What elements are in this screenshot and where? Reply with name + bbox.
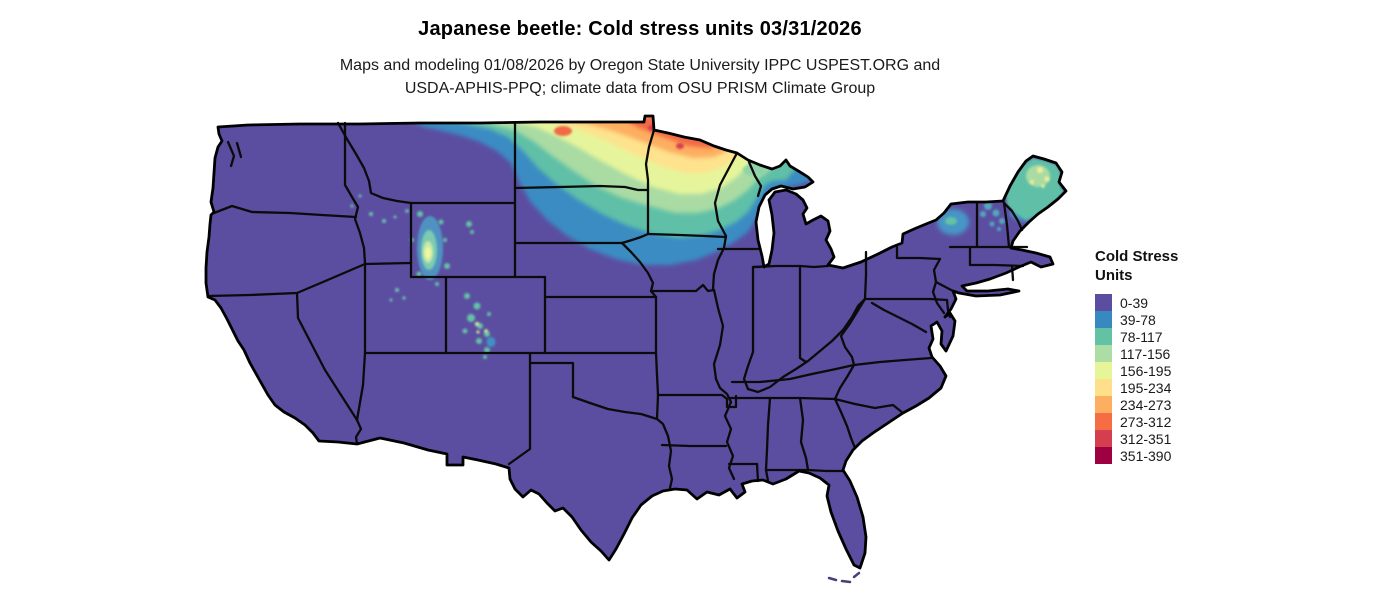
figure-title: Japanese beetle: Cold stress units 03/31… <box>418 18 862 40</box>
subtitle-line-1: Maps and modeling 01/08/2026 by Oregon S… <box>339 57 941 74</box>
legend-items: 0-39 39-78 78-117 117-156 156-195 195-234 234-… <box>1095 294 1178 464</box>
legend: Cold Stress Units 0-39 39-78 78-117 117-156… <box>1095 247 1178 464</box>
legend-swatch <box>1095 379 1112 396</box>
us-outline <box>204 114 1068 570</box>
legend-label: 234-273 <box>1120 396 1172 413</box>
legend-swatch <box>1095 328 1112 345</box>
rockies-speckles <box>350 194 496 359</box>
legend-label: 195-234 <box>1120 379 1172 396</box>
legend-label: 351-390 <box>1120 447 1172 464</box>
legend-item: 156-195 <box>1095 362 1178 379</box>
legend-swatch <box>1095 294 1112 311</box>
legend-swatch <box>1095 413 1112 430</box>
figure-subtitle: Maps and modeling 01/08/2026 by Oregon S… <box>0 54 1280 100</box>
legend-item: 78-117 <box>1095 328 1178 345</box>
legend-swatch <box>1095 311 1112 328</box>
legend-title-line-1: Cold Stress <box>1095 248 1179 265</box>
legend-label: 156-195 <box>1120 362 1172 379</box>
legend-item: 234-273 <box>1095 396 1178 413</box>
legend-swatch <box>1095 430 1112 447</box>
legend-swatch <box>1095 345 1112 362</box>
legend-label: 78-117 <box>1120 328 1163 345</box>
legend-item: 312-351 <box>1095 430 1178 447</box>
legend-label: 0-39 <box>1120 294 1149 311</box>
legend-swatch <box>1095 396 1112 413</box>
legend-item: 0-39 <box>1095 294 1178 311</box>
legend-label: 312-351 <box>1120 430 1172 447</box>
legend-item: 273-312 <box>1095 413 1178 430</box>
subtitle-line-2: USDA-APHIS-PPQ; climate data from OSU PR… <box>404 80 876 97</box>
legend-swatch <box>1095 447 1112 464</box>
legend-swatch <box>1095 362 1112 379</box>
legend-item: 351-390 <box>1095 447 1178 464</box>
legend-item: 117-156 <box>1095 345 1178 362</box>
legend-label: 117-156 <box>1120 345 1171 362</box>
legend-title-line-2: Units <box>1095 267 1133 284</box>
legend-title: Cold Stress Units <box>1095 247 1178 285</box>
legend-item: 39-78 <box>1095 311 1178 328</box>
legend-label: 39-78 <box>1120 311 1156 328</box>
florida-keys <box>827 571 861 584</box>
legend-label: 273-312 <box>1120 413 1172 430</box>
legend-item: 195-234 <box>1095 379 1178 396</box>
